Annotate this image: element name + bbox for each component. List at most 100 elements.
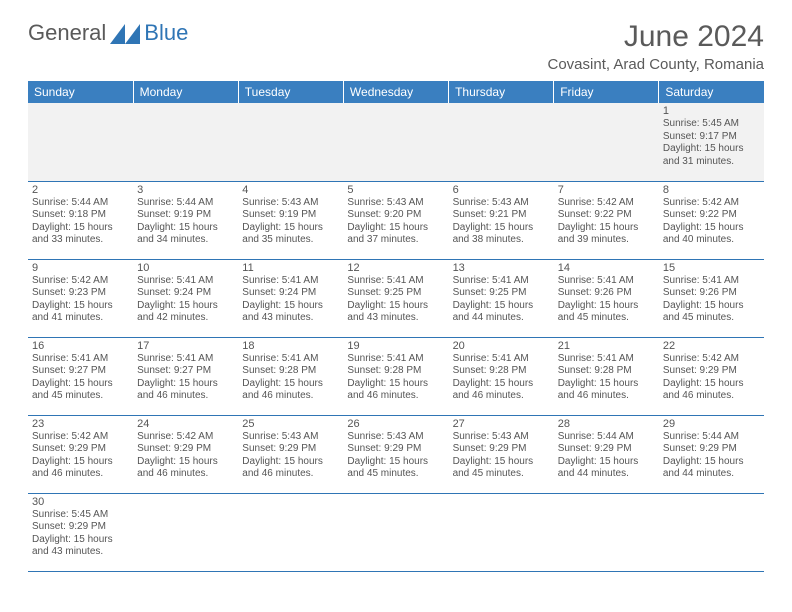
- day-number: 8: [663, 184, 760, 196]
- day-detail: Sunset: 9:28 PM: [453, 365, 550, 378]
- week-row: 30Sunrise: 5:45 AMSunset: 9:29 PMDayligh…: [28, 493, 764, 571]
- day-detail: Daylight: 15 hours: [453, 378, 550, 391]
- day-detail: Daylight: 15 hours: [242, 378, 339, 391]
- day-detail: Sunset: 9:29 PM: [32, 443, 129, 456]
- day-detail: Sunset: 9:28 PM: [558, 365, 655, 378]
- day-detail: Daylight: 15 hours: [663, 300, 760, 313]
- day-detail: and 40 minutes.: [663, 234, 760, 247]
- day-cell: 27Sunrise: 5:43 AMSunset: 9:29 PMDayligh…: [449, 415, 554, 493]
- day-detail: Sunset: 9:23 PM: [32, 287, 129, 300]
- day-cell: 26Sunrise: 5:43 AMSunset: 9:29 PMDayligh…: [343, 415, 448, 493]
- dayname-sunday: Sunday: [28, 81, 133, 103]
- day-detail: Sunset: 9:29 PM: [242, 443, 339, 456]
- month-title: June 2024: [548, 20, 765, 54]
- day-detail: Daylight: 15 hours: [558, 222, 655, 235]
- day-detail: Sunset: 9:27 PM: [32, 365, 129, 378]
- day-cell: 19Sunrise: 5:41 AMSunset: 9:28 PMDayligh…: [343, 337, 448, 415]
- day-detail: Sunrise: 5:42 AM: [558, 197, 655, 210]
- day-detail: Daylight: 15 hours: [347, 222, 444, 235]
- day-number: 11: [242, 262, 339, 274]
- dayname-monday: Monday: [133, 81, 238, 103]
- day-detail: Sunrise: 5:43 AM: [347, 197, 444, 210]
- day-detail: and 43 minutes.: [242, 312, 339, 325]
- day-detail: Sunrise: 5:44 AM: [558, 431, 655, 444]
- day-detail: Sunrise: 5:44 AM: [663, 431, 760, 444]
- dayname-friday: Friday: [554, 81, 659, 103]
- day-detail: Daylight: 15 hours: [663, 378, 760, 391]
- day-detail: Sunset: 9:19 PM: [137, 209, 234, 222]
- day-cell: [28, 103, 133, 181]
- logo-triangle-icon: [110, 22, 140, 44]
- day-detail: and 35 minutes.: [242, 234, 339, 247]
- day-detail: Sunset: 9:19 PM: [242, 209, 339, 222]
- day-detail: Sunrise: 5:41 AM: [558, 275, 655, 288]
- day-detail: and 45 minutes.: [558, 312, 655, 325]
- day-number: 26: [347, 418, 444, 430]
- day-detail: Sunrise: 5:42 AM: [32, 431, 129, 444]
- day-cell: [133, 103, 238, 181]
- day-detail: Sunset: 9:25 PM: [347, 287, 444, 300]
- day-cell: 6Sunrise: 5:43 AMSunset: 9:21 PMDaylight…: [449, 181, 554, 259]
- day-detail: Daylight: 15 hours: [347, 300, 444, 313]
- day-detail: and 42 minutes.: [137, 312, 234, 325]
- day-cell: 3Sunrise: 5:44 AMSunset: 9:19 PMDaylight…: [133, 181, 238, 259]
- day-number: 15: [663, 262, 760, 274]
- day-detail: and 31 minutes.: [663, 156, 760, 169]
- day-detail: and 46 minutes.: [558, 390, 655, 403]
- day-number: 10: [137, 262, 234, 274]
- day-number: 30: [32, 496, 129, 508]
- day-detail: Sunrise: 5:41 AM: [137, 275, 234, 288]
- day-number: 3: [137, 184, 234, 196]
- calendar-table: SundayMondayTuesdayWednesdayThursdayFrid…: [28, 81, 764, 572]
- day-detail: and 45 minutes.: [453, 468, 550, 481]
- day-number: 2: [32, 184, 129, 196]
- day-detail: and 46 minutes.: [137, 390, 234, 403]
- day-cell: 21Sunrise: 5:41 AMSunset: 9:28 PMDayligh…: [554, 337, 659, 415]
- day-cell: 5Sunrise: 5:43 AMSunset: 9:20 PMDaylight…: [343, 181, 448, 259]
- day-detail: and 46 minutes.: [347, 390, 444, 403]
- day-detail: Daylight: 15 hours: [663, 456, 760, 469]
- day-number: 23: [32, 418, 129, 430]
- day-cell: 2Sunrise: 5:44 AMSunset: 9:18 PMDaylight…: [28, 181, 133, 259]
- day-cell: 22Sunrise: 5:42 AMSunset: 9:29 PMDayligh…: [659, 337, 764, 415]
- day-detail: Sunrise: 5:41 AM: [453, 353, 550, 366]
- day-detail: Daylight: 15 hours: [347, 378, 444, 391]
- day-cell: 18Sunrise: 5:41 AMSunset: 9:28 PMDayligh…: [238, 337, 343, 415]
- day-detail: Daylight: 15 hours: [137, 378, 234, 391]
- day-detail: Daylight: 15 hours: [242, 300, 339, 313]
- day-cell: 9Sunrise: 5:42 AMSunset: 9:23 PMDaylight…: [28, 259, 133, 337]
- day-detail: Sunrise: 5:43 AM: [242, 431, 339, 444]
- week-row: 23Sunrise: 5:42 AMSunset: 9:29 PMDayligh…: [28, 415, 764, 493]
- day-detail: Sunrise: 5:41 AM: [453, 275, 550, 288]
- day-cell: [659, 493, 764, 571]
- day-detail: Sunset: 9:28 PM: [242, 365, 339, 378]
- day-cell: 8Sunrise: 5:42 AMSunset: 9:22 PMDaylight…: [659, 181, 764, 259]
- day-detail: Sunrise: 5:45 AM: [32, 509, 129, 522]
- day-number: 7: [558, 184, 655, 196]
- day-detail: Sunset: 9:26 PM: [558, 287, 655, 300]
- day-number: 9: [32, 262, 129, 274]
- day-detail: Sunset: 9:29 PM: [663, 365, 760, 378]
- day-detail: Sunset: 9:29 PM: [347, 443, 444, 456]
- title-block: June 2024 Covasint, Arad County, Romania: [548, 20, 765, 73]
- day-cell: [238, 103, 343, 181]
- day-cell: 23Sunrise: 5:42 AMSunset: 9:29 PMDayligh…: [28, 415, 133, 493]
- day-cell: 12Sunrise: 5:41 AMSunset: 9:25 PMDayligh…: [343, 259, 448, 337]
- day-number: 22: [663, 340, 760, 352]
- day-detail: Sunset: 9:29 PM: [137, 443, 234, 456]
- day-detail: Sunrise: 5:41 AM: [558, 353, 655, 366]
- day-detail: Sunset: 9:17 PM: [663, 131, 760, 144]
- day-detail: Sunset: 9:27 PM: [137, 365, 234, 378]
- day-cell: [238, 493, 343, 571]
- day-cell: [554, 103, 659, 181]
- day-number: 5: [347, 184, 444, 196]
- day-detail: Sunrise: 5:41 AM: [663, 275, 760, 288]
- day-detail: Sunset: 9:21 PM: [453, 209, 550, 222]
- day-number: 4: [242, 184, 339, 196]
- day-cell: 25Sunrise: 5:43 AMSunset: 9:29 PMDayligh…: [238, 415, 343, 493]
- day-detail: Sunrise: 5:43 AM: [242, 197, 339, 210]
- day-detail: and 45 minutes.: [32, 390, 129, 403]
- day-detail: and 44 minutes.: [558, 468, 655, 481]
- dayname-saturday: Saturday: [659, 81, 764, 103]
- day-detail: Sunset: 9:29 PM: [32, 521, 129, 534]
